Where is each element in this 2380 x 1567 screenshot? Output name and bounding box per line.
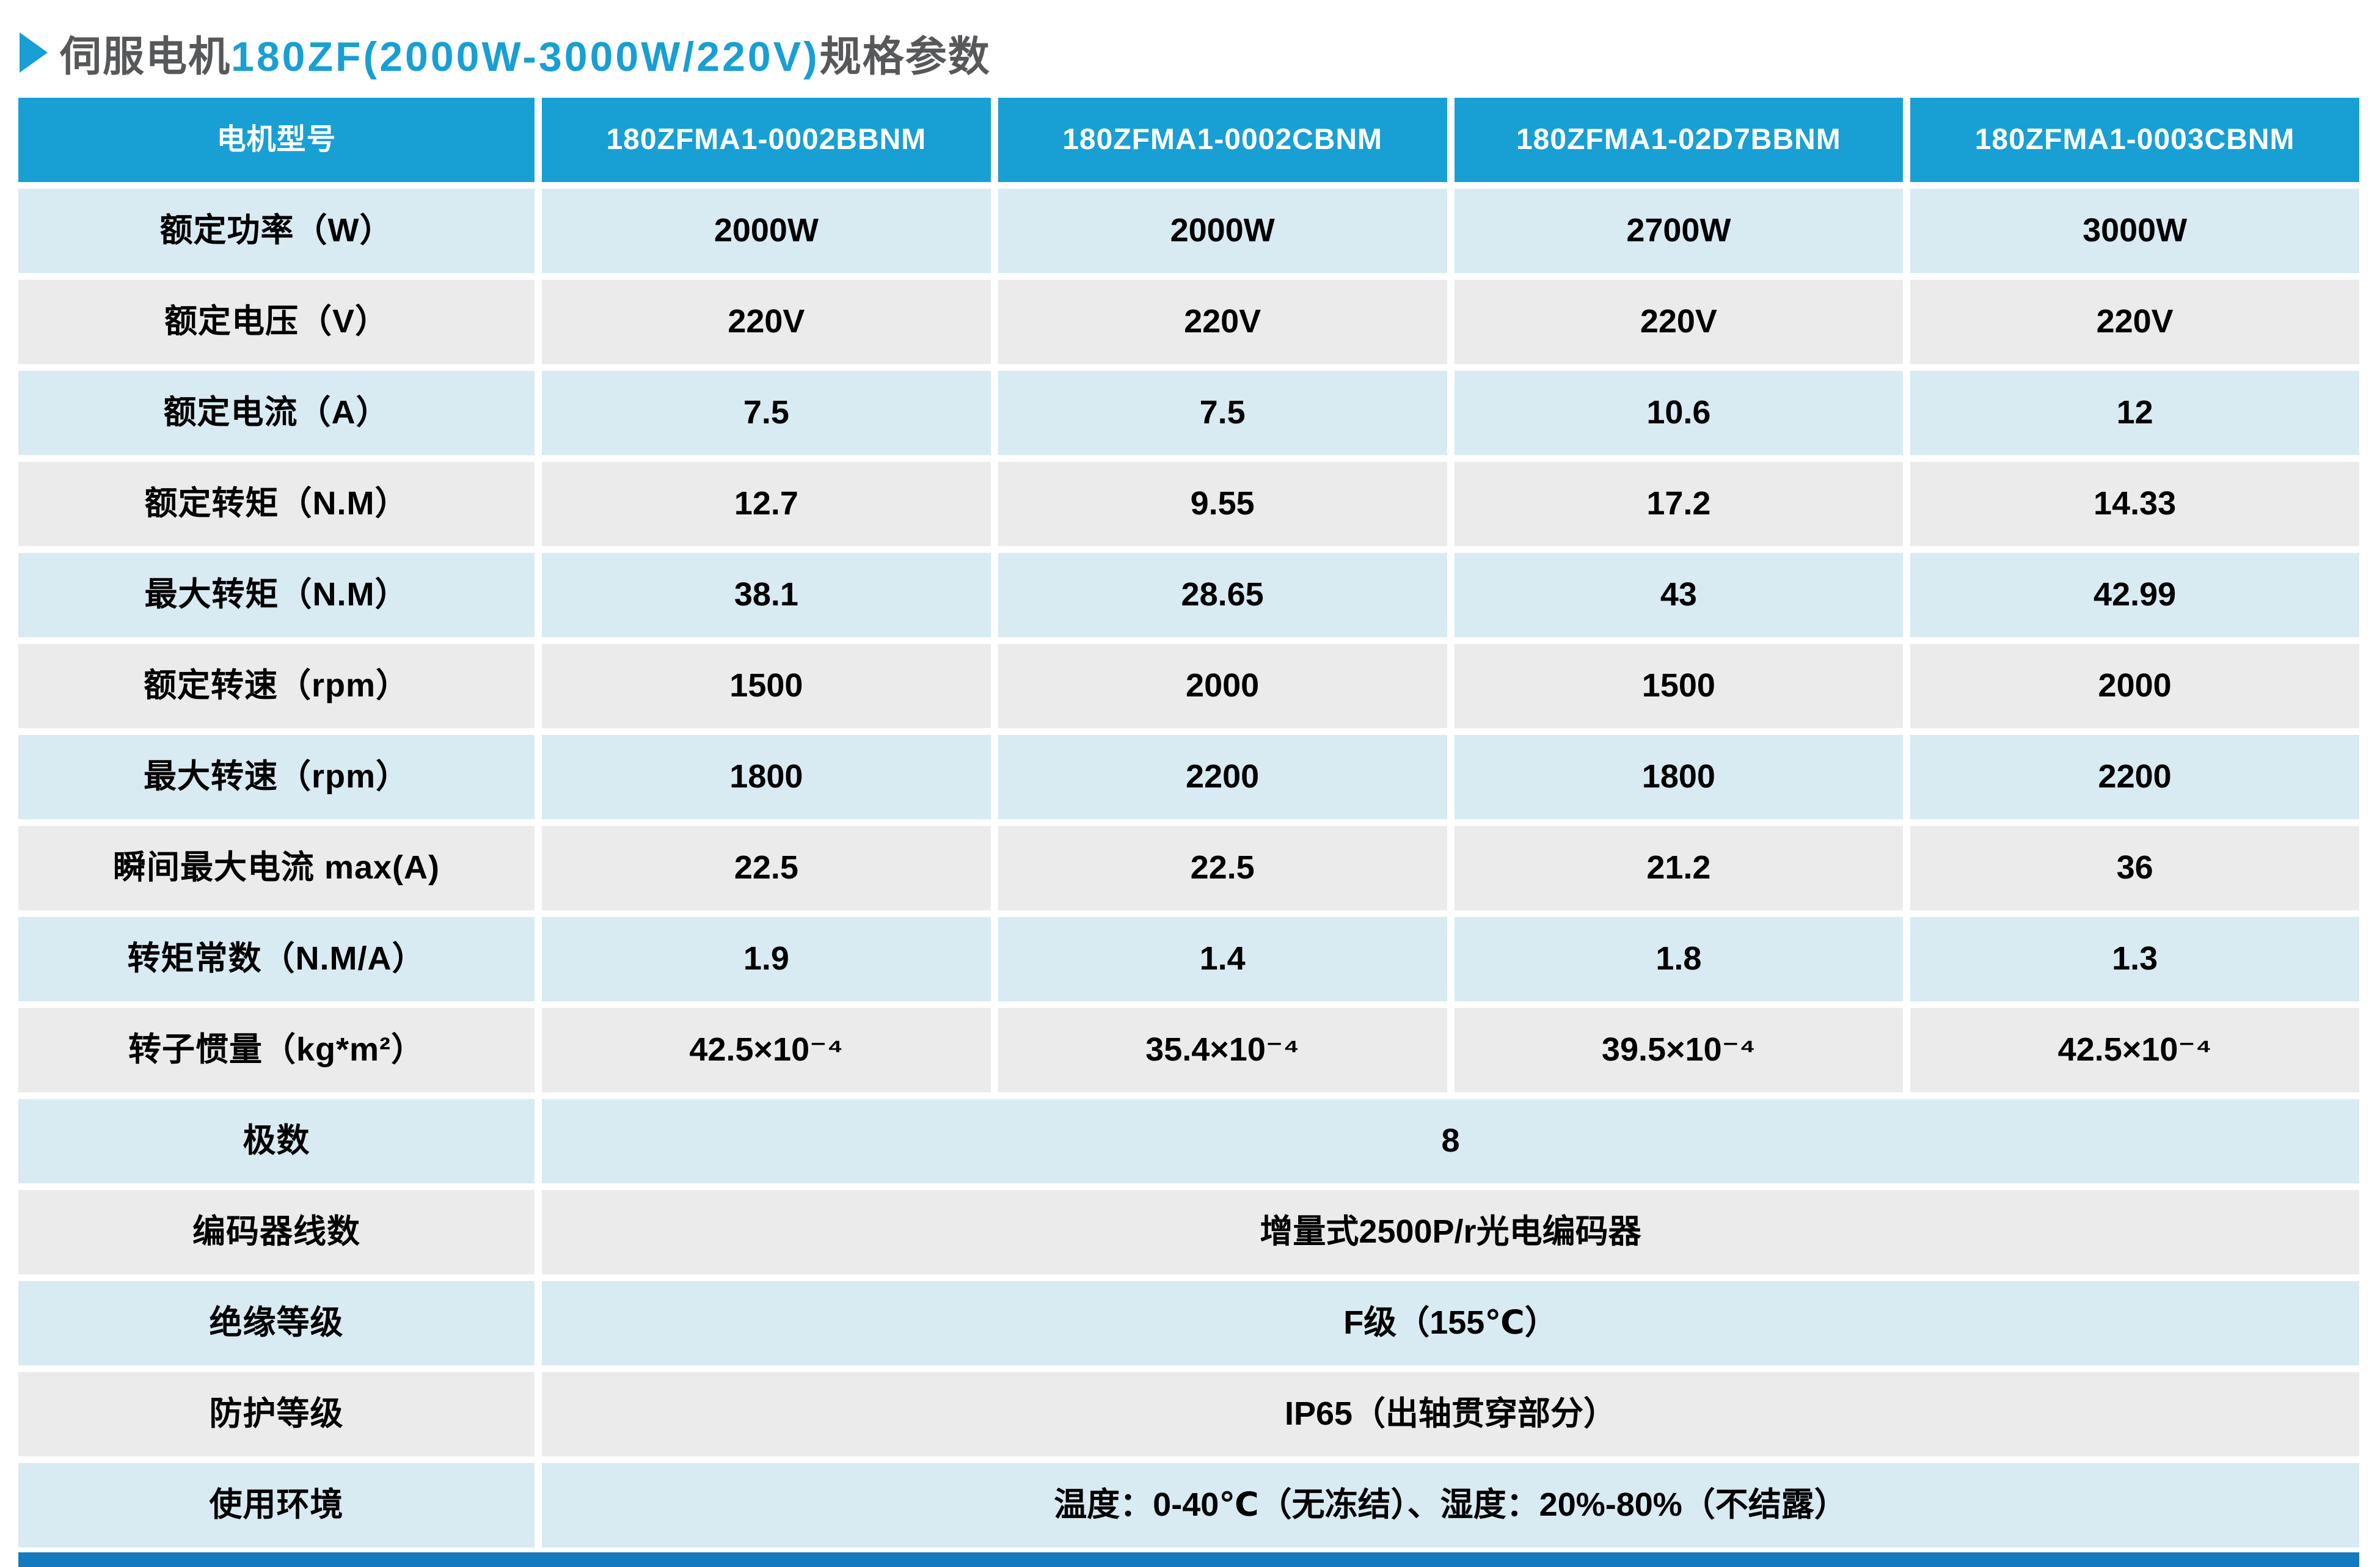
cell-max-speed-1: 1800 (542, 735, 991, 819)
row-label-encoder-lines: 编码器线数 (18, 1190, 535, 1274)
row-label-instant-max-current: 瞬间最大电流 max(A) (18, 826, 535, 910)
page-title-text: 伺服电机180ZF(2000W-3000W/220V)规格参数 (60, 23, 991, 83)
cell-max-torque-4: 42.99 (1910, 553, 2359, 637)
cell-rated-torque-3: 17.2 (1454, 462, 1904, 546)
cell-rated-speed-4: 2000 (1910, 644, 2359, 728)
cell-torque-constant-4: 1.3 (1910, 917, 2359, 1001)
cell-rated-current-3: 10.6 (1454, 371, 1904, 455)
row-label-rated-voltage: 额定电压（V） (18, 280, 535, 364)
cell-max-speed-4: 2200 (1910, 735, 2359, 819)
cell-rated-voltage-4: 220V (1910, 280, 2359, 364)
header-cell-motor-model: 电机型号 (18, 98, 535, 182)
title-arrow-icon (20, 32, 48, 73)
cell-rated-torque-2: 9.55 (998, 462, 1447, 546)
cell-max-speed-2: 2200 (998, 735, 1447, 819)
cell-rated-power-1: 2000W (542, 189, 991, 273)
cell-instant-max-current-2: 22.5 (998, 826, 1447, 910)
cell-pole-count: 8 (542, 1099, 2359, 1183)
cell-rotor-inertia-4: 42.5×10⁻⁴ (1910, 1008, 2359, 1092)
row-label-rated-torque: 额定转矩（N.M） (18, 462, 535, 546)
cell-rated-speed-1: 1500 (542, 644, 991, 728)
cell-instant-max-current-4: 36 (1910, 826, 2359, 910)
row-label-pole-count: 极数 (18, 1099, 535, 1183)
cell-operating-environment: 温度：0-40℃（无冻结）、湿度：20%-80%（不结露） (542, 1463, 2359, 1547)
cell-max-torque-2: 28.65 (998, 553, 1447, 637)
row-label-rotor-inertia: 转子惯量（kg*m²） (18, 1008, 535, 1092)
cell-rated-current-1: 7.5 (542, 371, 991, 455)
cell-encoder-lines: 增量式2500P/r光电编码器 (542, 1190, 2359, 1274)
cell-rated-current-4: 12 (1910, 371, 2359, 455)
cell-rated-voltage-1: 220V (542, 280, 991, 364)
row-label-protection-rating: 防护等级 (18, 1372, 535, 1456)
cell-rated-voltage-2: 220V (998, 280, 1447, 364)
cell-rotor-inertia-1: 42.5×10⁻⁴ (542, 1008, 991, 1092)
cell-rated-speed-2: 2000 (998, 644, 1447, 728)
cell-protection-rating: IP65（出轴贯穿部分） (542, 1372, 2359, 1456)
cell-instant-max-current-3: 21.2 (1454, 826, 1904, 910)
cell-rated-power-3: 2700W (1454, 189, 1904, 273)
cell-rated-speed-3: 1500 (1454, 644, 1904, 728)
cell-rated-power-4: 3000W (1910, 189, 2359, 273)
row-label-torque-constant: 转矩常数（N.M/A） (18, 917, 535, 1001)
spec-table: 电机型号 180ZFMA1-0002BBNM 180ZFMA1-0002CBNM… (18, 98, 2359, 1547)
header-cell-model-1: 180ZFMA1-0002BBNM (542, 98, 991, 182)
cell-torque-constant-1: 1.9 (542, 917, 991, 1001)
row-label-insulation-class: 绝缘等级 (18, 1281, 535, 1365)
cell-max-speed-3: 1800 (1454, 735, 1904, 819)
row-label-max-speed: 最大转速（rpm） (18, 735, 535, 819)
page-title: 伺服电机180ZF(2000W-3000W/220V)规格参数 (20, 17, 2359, 88)
cell-instant-max-current-1: 22.5 (542, 826, 991, 910)
row-label-operating-environment: 使用环境 (18, 1463, 535, 1547)
cell-rated-torque-4: 14.33 (1910, 462, 2359, 546)
title-model-range: 180ZF(2000W-3000W/220V) (231, 33, 820, 80)
title-prefix: 伺服电机 (60, 33, 232, 80)
cell-max-torque-3: 43 (1454, 553, 1904, 637)
table-footer-bar (18, 1552, 2359, 1567)
cell-rotor-inertia-3: 39.5×10⁻⁴ (1454, 1008, 1904, 1092)
row-label-rated-current: 额定电流（A） (18, 371, 535, 455)
cell-rated-torque-1: 12.7 (542, 462, 991, 546)
cell-rated-voltage-3: 220V (1454, 280, 1904, 364)
cell-max-torque-1: 38.1 (542, 553, 991, 637)
cell-torque-constant-3: 1.8 (1454, 917, 1904, 1001)
header-cell-model-4: 180ZFMA1-0003CBNM (1910, 98, 2359, 182)
cell-torque-constant-2: 1.4 (998, 917, 1447, 1001)
cell-insulation-class: F级（155℃） (542, 1281, 2359, 1365)
title-suffix: 规格参数 (819, 33, 991, 80)
row-label-rated-speed: 额定转速（rpm） (18, 644, 535, 728)
header-cell-model-2: 180ZFMA1-0002CBNM (998, 98, 1447, 182)
row-label-rated-power: 额定功率（W） (18, 189, 535, 273)
cell-rated-power-2: 2000W (998, 189, 1447, 273)
header-cell-model-3: 180ZFMA1-02D7BBNM (1454, 98, 1904, 182)
cell-rated-current-2: 7.5 (998, 371, 1447, 455)
row-label-max-torque: 最大转矩（N.M） (18, 553, 535, 637)
cell-rotor-inertia-2: 35.4×10⁻⁴ (998, 1008, 1447, 1092)
